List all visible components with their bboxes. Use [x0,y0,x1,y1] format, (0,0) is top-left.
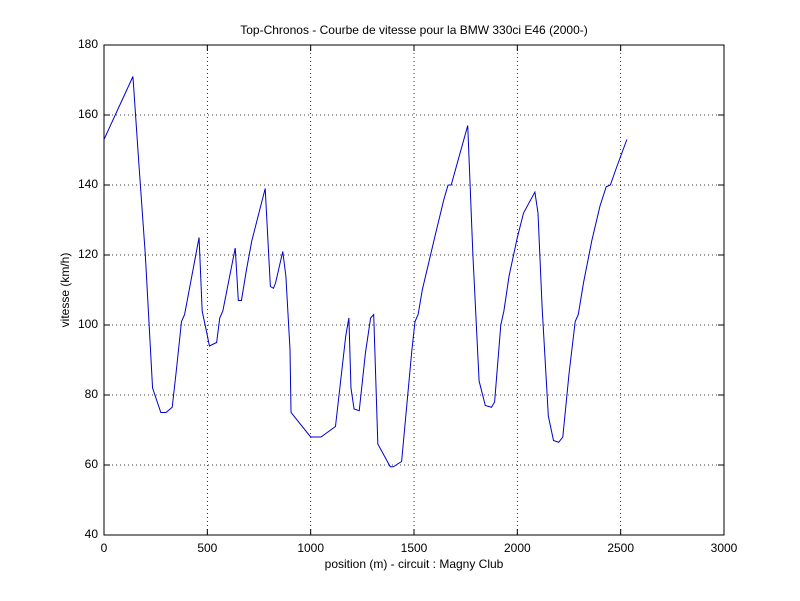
x-axis-label: position (m) - circuit : Magny Club [325,557,504,571]
chart-title: Top-Chronos - Courbe de vitesse pour la … [240,23,588,37]
y-tick-label: 60 [85,457,99,471]
y-tick-label: 40 [85,527,99,541]
y-tick-label: 80 [85,387,99,401]
y-axis-label: vitesse (km/h) [58,253,72,328]
x-tick-label: 1000 [297,541,324,555]
plot-frame [103,44,725,536]
y-tick-label: 180 [78,37,98,51]
speed-line [103,76,628,468]
x-tick-label: 3000 [711,541,738,555]
x-tick-label: 0 [101,541,108,555]
y-tick-label: 140 [78,177,98,191]
x-tick-label: 2500 [607,541,634,555]
x-tick-label: 500 [197,541,217,555]
y-tick-label: 100 [78,317,98,331]
x-tick-label: 2000 [504,541,531,555]
x-tick-label: 1500 [401,541,428,555]
y-tick-label: 120 [78,247,98,261]
y-tick-label: 160 [78,107,98,121]
